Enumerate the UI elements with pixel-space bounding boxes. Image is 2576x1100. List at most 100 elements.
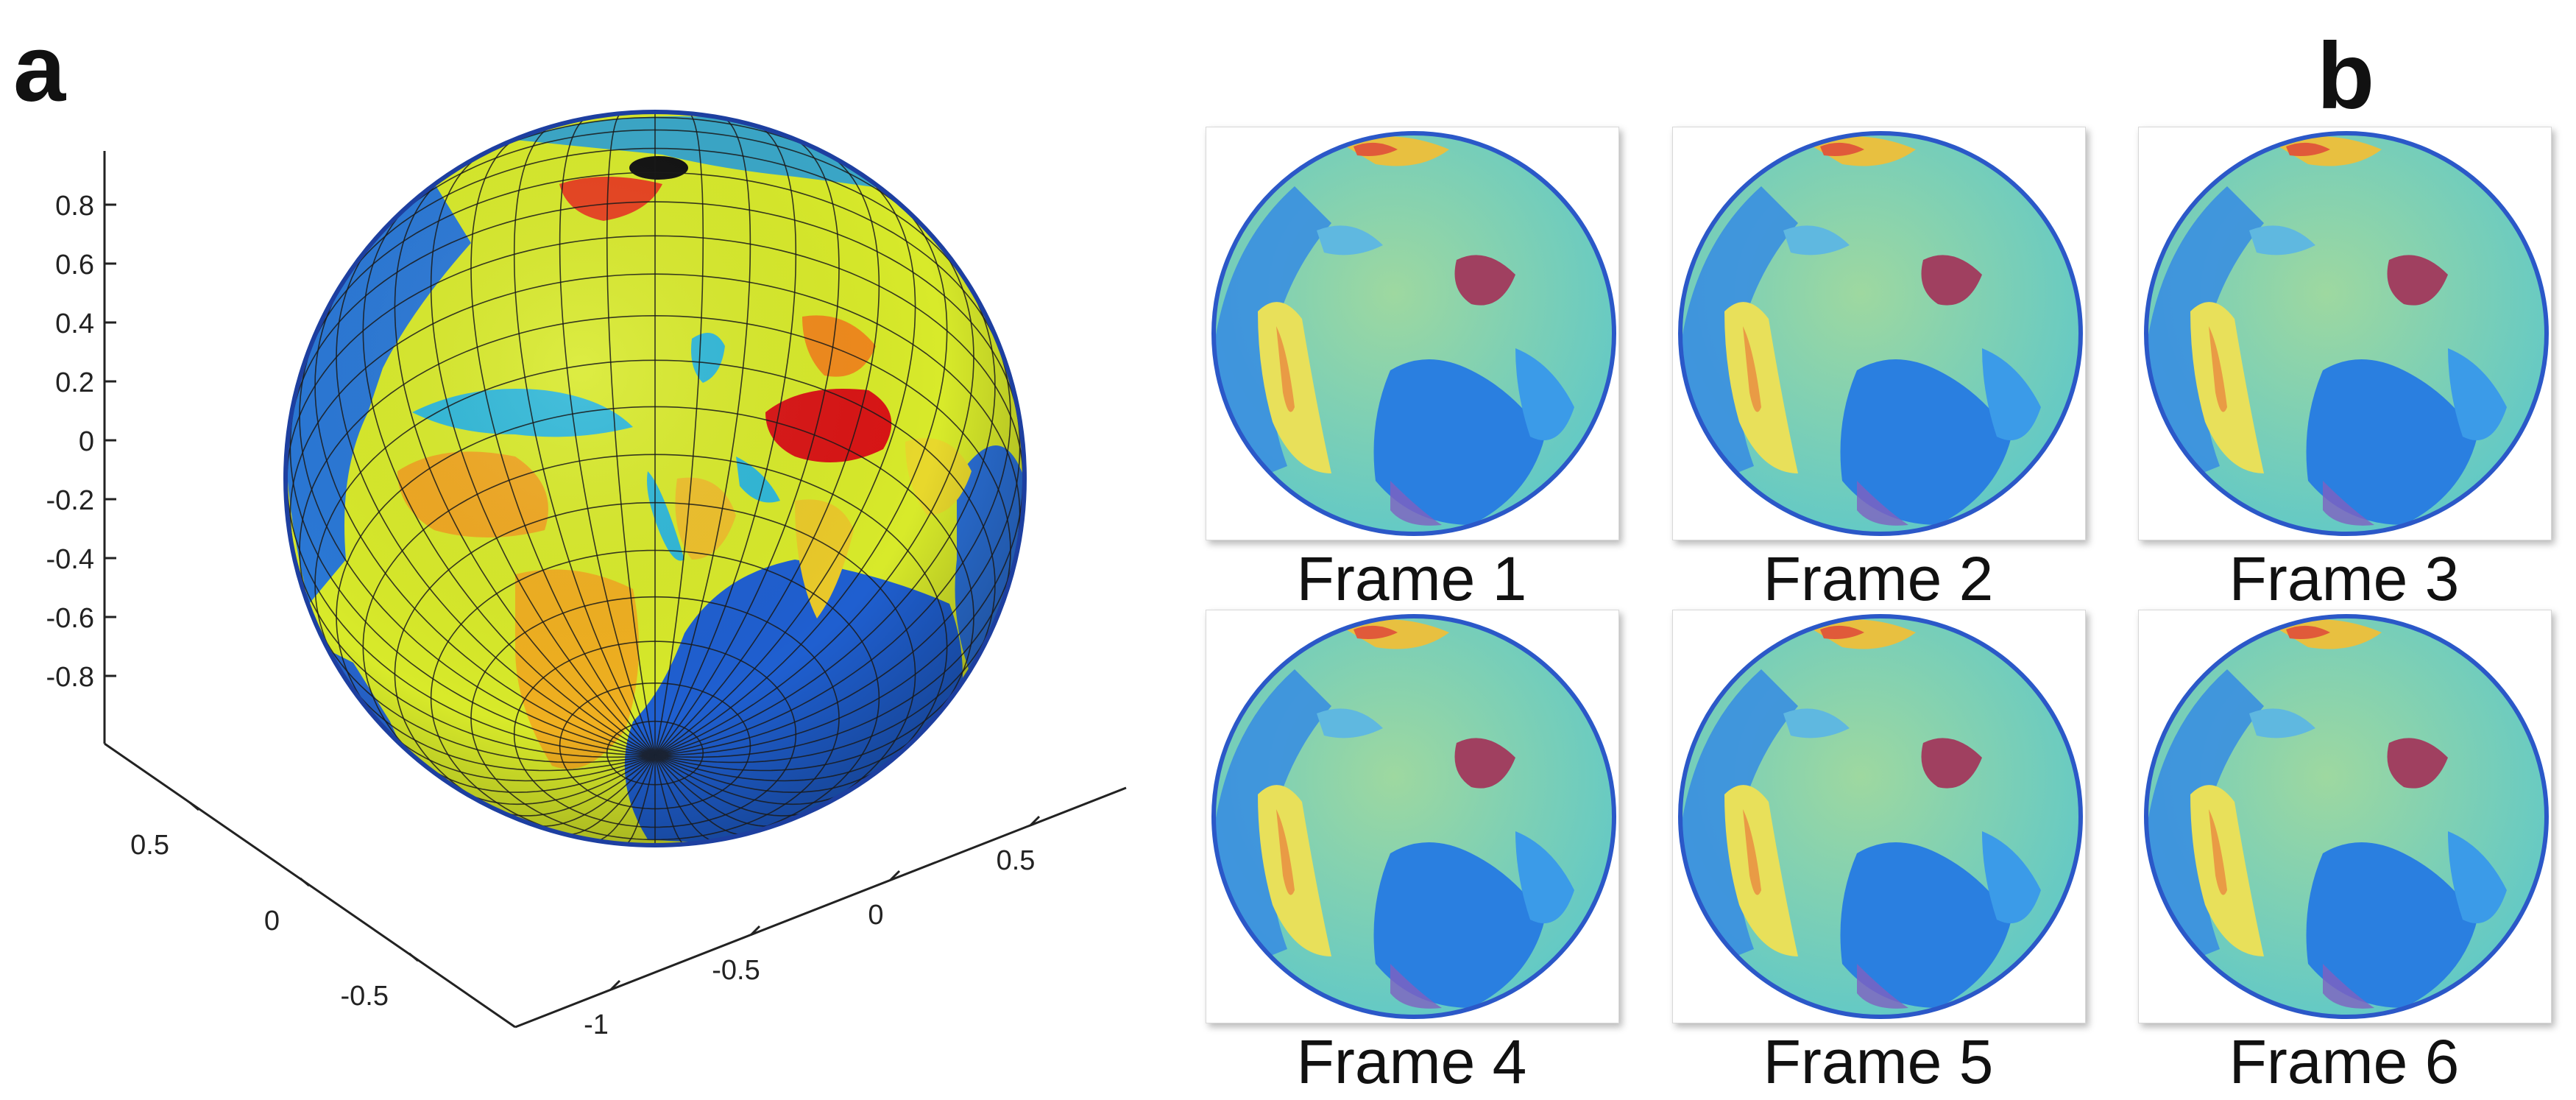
frame-card — [1672, 610, 2086, 1023]
frame-card — [1672, 127, 2086, 540]
meridian-line — [654, 241, 974, 756]
meridian-line — [654, 116, 751, 756]
globe — [286, 112, 1025, 845]
frame-label: Frame 4 — [1296, 1027, 1527, 1096]
y-tick-mark — [1029, 815, 1041, 827]
meridian-line — [362, 200, 656, 756]
meridian-line — [560, 755, 656, 836]
meridian-line — [493, 755, 656, 817]
meridian-line — [654, 408, 1021, 756]
parallel-line — [336, 406, 974, 723]
meridian-line — [314, 288, 656, 756]
parallel-line — [470, 596, 840, 841]
frame-globe-image — [2144, 614, 2549, 1019]
x-tick-label: 0 — [264, 906, 280, 937]
z-tick-label: 0.4 — [55, 309, 94, 339]
frame-label: Frame 5 — [1763, 1027, 1994, 1096]
frame-card — [2138, 127, 2552, 540]
x-tick-mark — [300, 877, 310, 887]
meridian-line — [623, 755, 656, 845]
y-axis-line — [514, 786, 1127, 1029]
frame-label: Frame 1 — [1296, 544, 1527, 613]
meridian-line — [654, 288, 996, 756]
meridian-line — [654, 755, 687, 845]
meridian-line — [336, 241, 656, 756]
globe-outline — [283, 110, 1027, 847]
parallel-line — [559, 683, 751, 810]
meridian-line — [654, 342, 1011, 756]
y-tick-mark — [889, 870, 901, 881]
x-axis-ticks: 0.5 0 -0.5 — [130, 801, 419, 1012]
meridian-line — [654, 675, 966, 772]
z-tick-label: -0.8 — [46, 662, 94, 693]
parallel-line — [384, 129, 926, 230]
meridian-line — [654, 557, 1015, 758]
frame-globe-image — [1678, 131, 2083, 536]
z-tick-label: 0.8 — [55, 191, 94, 222]
z-axis-ticks: 0.8 0.6 0.4 0.2 0 -0.2 -0.4 -0.6 -0.8 — [46, 191, 116, 693]
parallel-line — [606, 720, 704, 786]
z-tick-label: -0.6 — [46, 603, 94, 634]
x-tick-label: 0.5 — [130, 830, 169, 861]
meridian-line — [654, 755, 817, 817]
meridian-line — [295, 557, 656, 758]
panel-a: a 0.8 0.6 0.4 0.2 0 -0.2 -0.4 -0.6 -0.8 0.5 0 -0.5… — [0, 0, 1148, 1096]
parallel-line — [430, 549, 880, 845]
frame-card — [1206, 610, 1619, 1023]
y-tick-label: -0.5 — [712, 955, 760, 986]
frame-card — [2138, 610, 2552, 1023]
meridian-line — [299, 342, 656, 756]
meridian-line — [654, 755, 855, 805]
y-tick-label: 0 — [868, 900, 883, 931]
meridian-line — [513, 123, 656, 756]
meridian-line — [654, 172, 916, 756]
z-tick-label: 0.2 — [55, 367, 94, 398]
parallel-lines — [286, 112, 1024, 845]
meridian-line — [654, 755, 750, 836]
meridian-line — [606, 112, 656, 756]
x-tick-label: -0.5 — [341, 981, 389, 1012]
parallel-line — [394, 501, 916, 824]
meridian-lines — [286, 112, 1024, 845]
meridian-line — [654, 134, 840, 756]
meridian-line — [654, 123, 797, 756]
frame-globe-image — [1211, 131, 1616, 536]
frame-globe-image — [1211, 614, 1616, 1019]
meridian-line — [470, 134, 656, 756]
x-tick-mark — [408, 952, 419, 962]
y-tick-mark — [749, 925, 761, 937]
meridian-line — [559, 116, 656, 756]
panel-a-letter: a — [13, 16, 66, 121]
x-axis-line — [104, 742, 516, 1029]
frame-card — [1206, 127, 1619, 540]
axes — [103, 151, 1127, 1029]
meridian-line — [344, 675, 656, 772]
y-axis-ticks: 0.5 0 -0.5 -1 — [584, 815, 1041, 1040]
z-tick-label: -0.4 — [46, 544, 94, 575]
parallel-line — [286, 235, 1024, 479]
parallel-line — [513, 641, 797, 828]
panel-b: b Frame 1 Frame 2 Frame 3 Frame 4 Frame 5 Fra… — [1148, 0, 2576, 1096]
x-tick-mark — [189, 801, 199, 811]
meridian-line — [654, 112, 704, 756]
globe-plot: 0.8 0.6 0.4 0.2 0 -0.2 -0.4 -0.6 -0.8 0.5 0 -0.5 0… — [46, 110, 1127, 1040]
parallel-line — [314, 359, 996, 662]
z-tick-label: 0.6 — [55, 250, 94, 281]
y-tick-label: -1 — [584, 1009, 609, 1040]
meridian-line — [430, 149, 656, 756]
meridian-line — [455, 755, 656, 805]
meridian-line — [654, 149, 880, 756]
parallel-line — [299, 314, 1011, 599]
panel-b-letter: b — [2317, 24, 2375, 129]
frame-globe-image — [1678, 614, 2083, 1019]
z-tick-label: 0 — [79, 426, 94, 457]
frame-globe-image — [2144, 131, 2549, 536]
frame-label: Frame 3 — [2229, 544, 2460, 613]
parallel-line — [289, 273, 1021, 540]
parallel-line — [309, 172, 1001, 350]
parallel-line — [362, 454, 948, 777]
meridian-line — [289, 408, 656, 756]
parallel-line — [339, 147, 971, 289]
meridian-line — [654, 200, 948, 756]
frame-label: Frame 2 — [1763, 544, 1994, 613]
